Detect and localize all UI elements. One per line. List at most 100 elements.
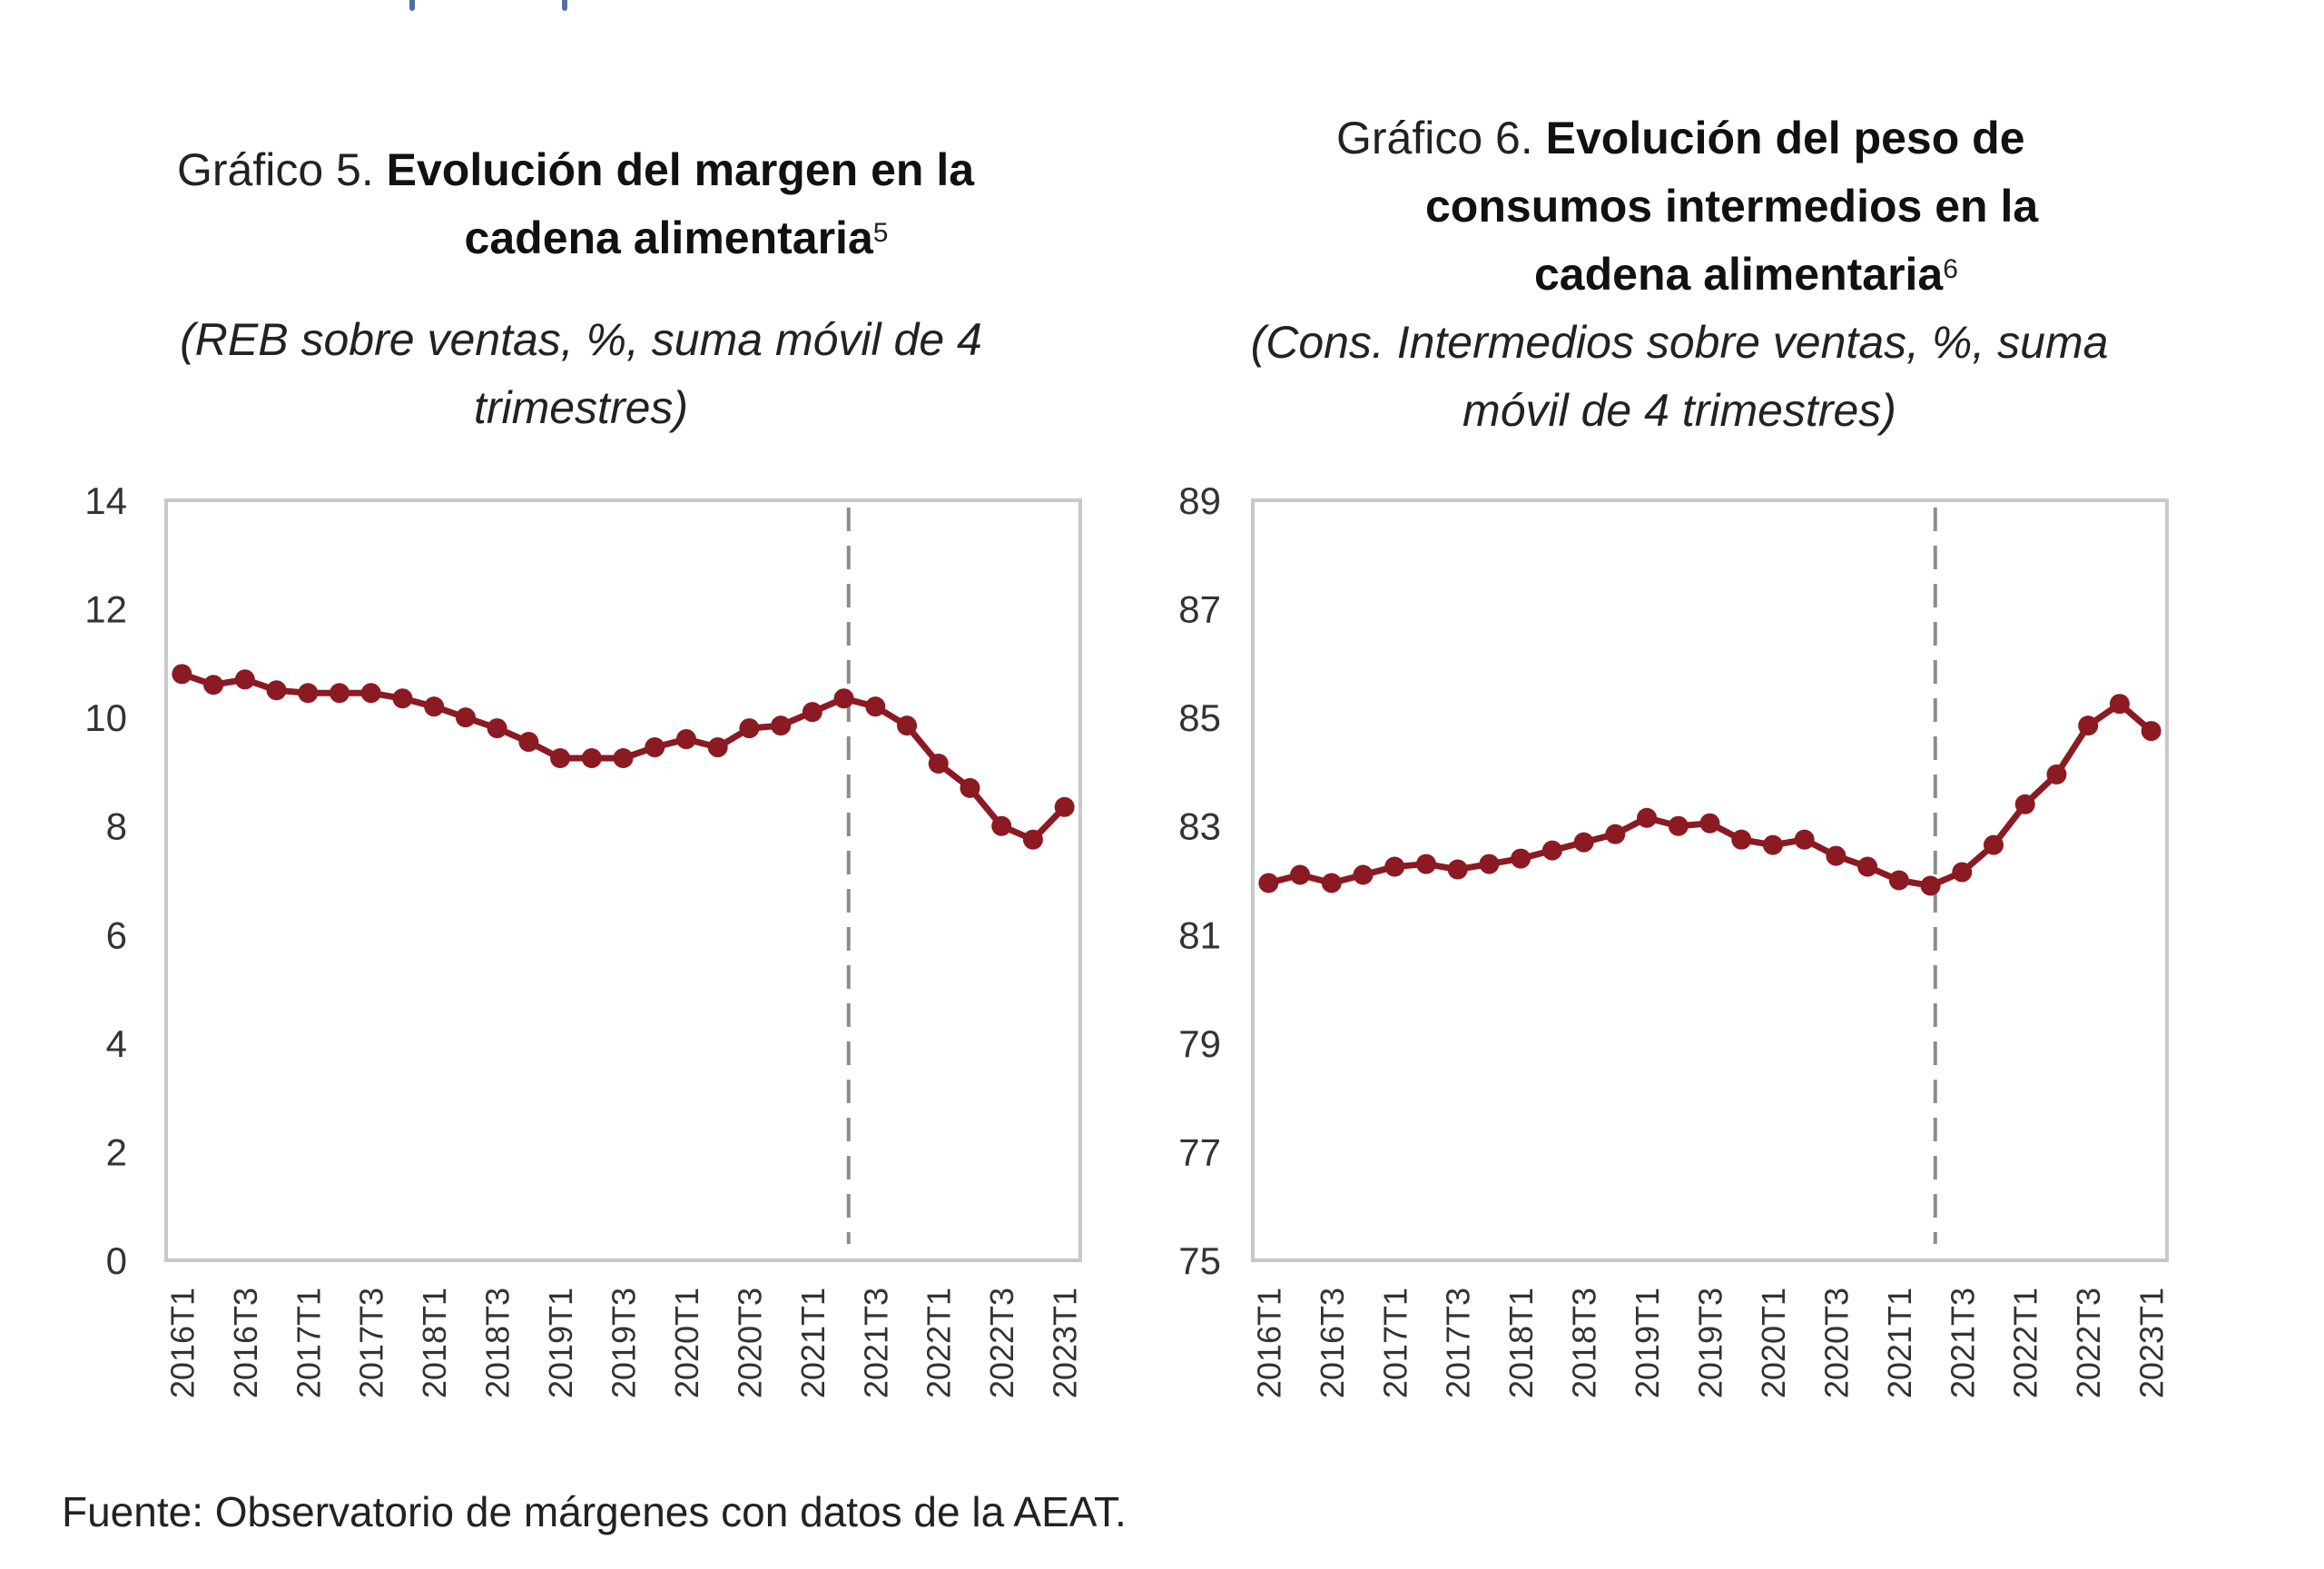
data-point bbox=[1605, 824, 1626, 844]
x-tick-label: 2020T1 bbox=[1755, 1288, 1792, 1398]
data-point bbox=[266, 680, 287, 701]
data-point bbox=[1794, 829, 1815, 850]
data-point bbox=[928, 753, 949, 774]
y-tick-label: 87 bbox=[1178, 588, 1221, 631]
x-tick-label: 2021T1 bbox=[1881, 1288, 1918, 1398]
data-point bbox=[1479, 854, 1500, 874]
x-tick-label: 2022T1 bbox=[921, 1288, 958, 1398]
data-point bbox=[1637, 807, 1658, 828]
chart2-title-bold-line1: Evolución del peso de bbox=[1545, 113, 2025, 163]
x-tick-label: 2021T3 bbox=[1944, 1288, 1981, 1398]
y-tick-label: 4 bbox=[106, 1022, 127, 1065]
data-point bbox=[865, 696, 886, 717]
data-point bbox=[1541, 840, 1562, 861]
plot-area-frame bbox=[1251, 498, 2169, 1262]
data-point bbox=[1258, 873, 1279, 893]
chart2-subtitle-line2: móvil de 4 trimestres) bbox=[1462, 385, 1896, 436]
source-footer: Fuente: Observatorio de márgenes con dat… bbox=[62, 1488, 1127, 1535]
x-tick-label: 2016T3 bbox=[1314, 1288, 1351, 1398]
y-tick-label: 14 bbox=[84, 479, 127, 522]
x-tick-label: 2020T3 bbox=[731, 1288, 768, 1398]
data-point bbox=[1054, 796, 1075, 817]
chart2-title-bold-line3: cadena alimentaria bbox=[1534, 249, 1944, 300]
x-tick-label: 2022T3 bbox=[983, 1288, 1020, 1398]
data-point bbox=[1321, 873, 1342, 893]
data-point bbox=[771, 715, 792, 736]
plot-area-frame bbox=[164, 498, 1082, 1262]
data-point bbox=[991, 815, 1012, 836]
chart1-title-prefix: Gráfico 5. bbox=[177, 144, 387, 195]
y-tick-label: 8 bbox=[106, 805, 127, 848]
x-tick-label: 2017T1 bbox=[290, 1288, 327, 1398]
chart1-subtitle-line2: trimestres) bbox=[473, 382, 689, 433]
x-tick-label: 2020T1 bbox=[668, 1288, 705, 1398]
data-point bbox=[1353, 864, 1374, 885]
cut-off-text-fragment bbox=[409, 0, 415, 11]
data-point bbox=[203, 675, 224, 696]
chart1-title: Gráfico 5. Evolución del margen en la bbox=[136, 136, 1176, 204]
x-tick-label: 2019T3 bbox=[1692, 1288, 1729, 1398]
data-point bbox=[2109, 694, 2130, 715]
data-point bbox=[550, 747, 571, 768]
data-point bbox=[645, 737, 665, 758]
x-tick-label: 2022T1 bbox=[2007, 1288, 2044, 1398]
x-tick-label: 2021T3 bbox=[857, 1288, 894, 1398]
chart1-title-line2: cadena alimentaria5 bbox=[177, 204, 1176, 272]
data-point bbox=[1415, 854, 1436, 874]
data-point bbox=[802, 702, 822, 723]
data-point bbox=[1384, 856, 1405, 877]
data-point bbox=[1022, 829, 1043, 850]
chart2-title-prefix: Gráfico 6. bbox=[1336, 113, 1546, 163]
x-tick-label: 2016T1 bbox=[1250, 1288, 1287, 1398]
y-tick-label: 12 bbox=[84, 588, 127, 631]
x-tick-label: 2016T1 bbox=[163, 1288, 201, 1398]
data-point bbox=[2046, 764, 2067, 784]
x-tick-label: 2017T3 bbox=[1440, 1288, 1477, 1398]
chart2-title-line2: consumos intermedios en la bbox=[1294, 173, 2324, 241]
data-point bbox=[360, 683, 381, 704]
data-point bbox=[1857, 856, 1878, 877]
y-tick-label: 85 bbox=[1178, 696, 1221, 739]
x-tick-label: 2019T3 bbox=[606, 1288, 643, 1398]
chart2-title-line3: cadena alimentaria6 bbox=[1403, 241, 2324, 309]
chart2-title: Gráfico 6. Evolución del peso de bbox=[1207, 104, 2324, 173]
data-point bbox=[1447, 859, 1468, 880]
y-tick-label: 83 bbox=[1178, 805, 1221, 848]
x-tick-label: 2019T1 bbox=[1629, 1288, 1666, 1398]
data-point bbox=[1668, 815, 1689, 836]
y-tick-label: 89 bbox=[1178, 479, 1221, 522]
data-point bbox=[897, 715, 918, 736]
chart1-title-bold-line1: Evolución del margen en la bbox=[386, 144, 975, 195]
x-tick-label: 2018T3 bbox=[479, 1288, 517, 1398]
x-tick-label: 2019T1 bbox=[542, 1288, 579, 1398]
data-point bbox=[1826, 845, 1846, 866]
x-tick-label: 2018T1 bbox=[1502, 1288, 1540, 1398]
chart2-footnote-ref: 6 bbox=[1943, 254, 1958, 284]
chart2-title-bold-line2: consumos intermedios en la bbox=[1425, 181, 2039, 232]
data-point bbox=[833, 688, 854, 709]
data-point bbox=[1920, 875, 1941, 896]
y-tick-label: 2 bbox=[106, 1130, 127, 1173]
chart1-footnote-ref: 5 bbox=[872, 218, 889, 248]
x-tick-label: 2018T1 bbox=[416, 1288, 453, 1398]
data-point bbox=[1888, 870, 1909, 891]
data-point bbox=[172, 664, 192, 685]
y-tick-label: 81 bbox=[1178, 913, 1221, 956]
data-point bbox=[2014, 794, 2035, 814]
data-point bbox=[1511, 848, 1531, 869]
x-tick-label: 2017T1 bbox=[1376, 1288, 1413, 1398]
y-tick-label: 77 bbox=[1178, 1130, 1221, 1173]
data-point bbox=[613, 747, 634, 768]
y-tick-label: 6 bbox=[106, 913, 127, 956]
data-point bbox=[487, 718, 507, 739]
x-tick-label: 2023T1 bbox=[2133, 1288, 2171, 1398]
data-point bbox=[1762, 834, 1783, 855]
data-point bbox=[424, 696, 445, 717]
data-point bbox=[960, 777, 980, 798]
data-point bbox=[1290, 864, 1311, 885]
x-tick-label: 2017T3 bbox=[353, 1288, 390, 1398]
x-tick-label: 2020T3 bbox=[1817, 1288, 1855, 1398]
data-point bbox=[2141, 721, 2162, 742]
x-tick-label: 2018T3 bbox=[1566, 1288, 1603, 1398]
